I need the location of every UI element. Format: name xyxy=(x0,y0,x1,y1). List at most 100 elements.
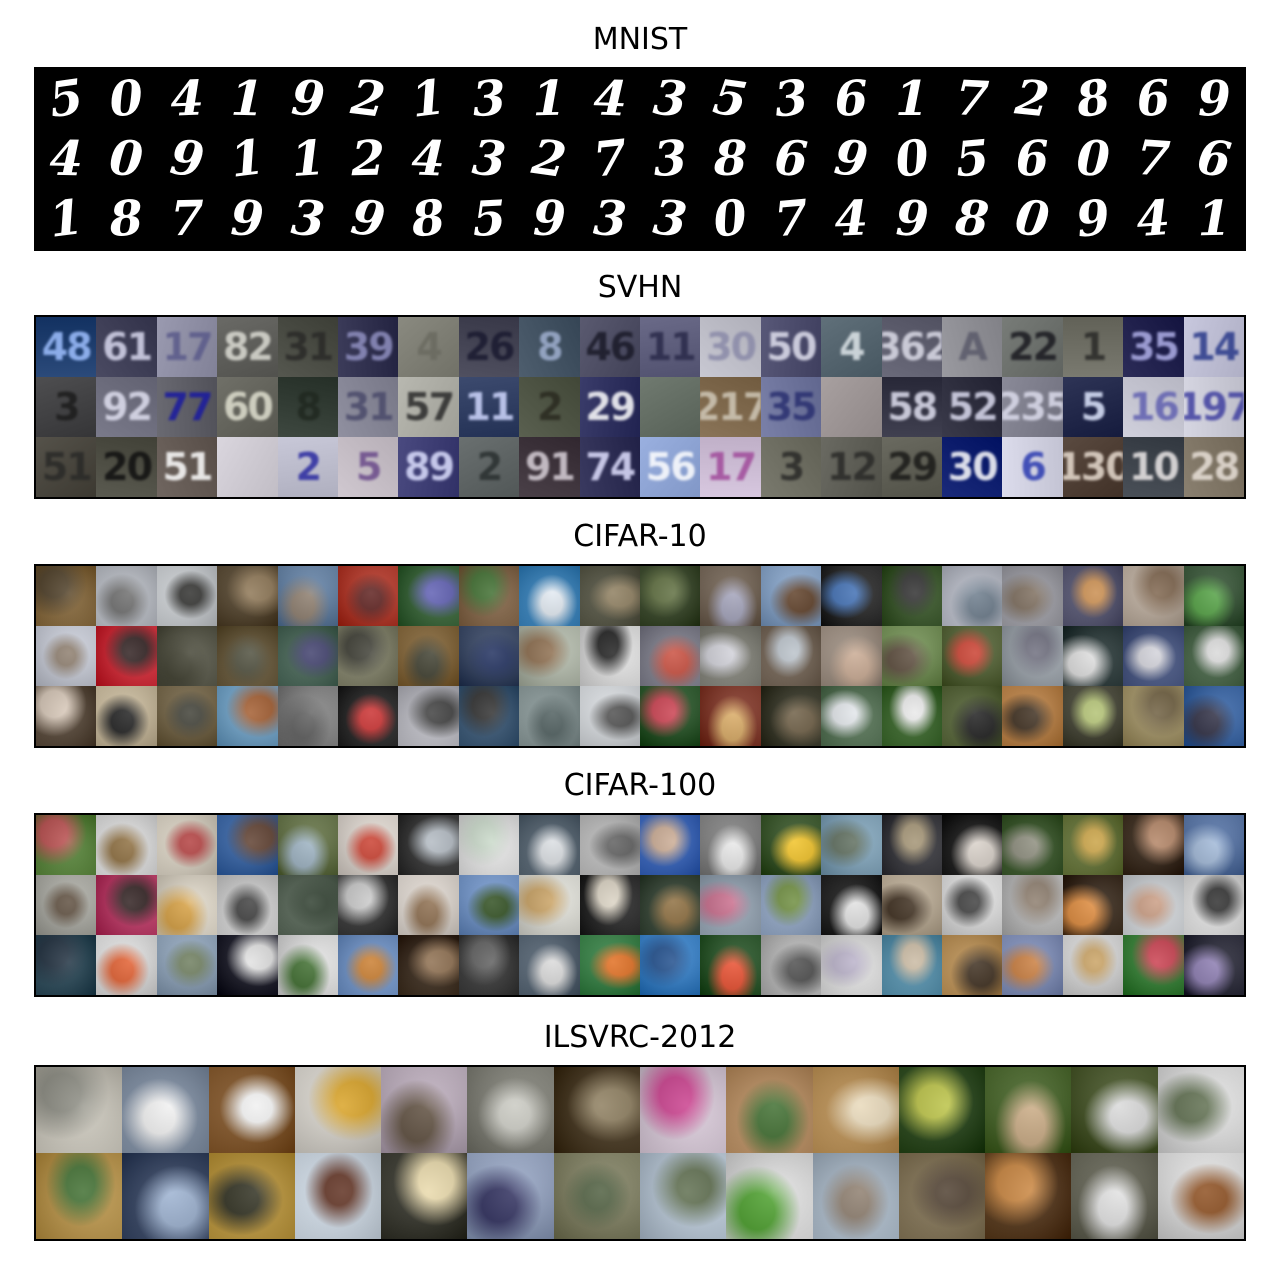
svhn-sample-image: 2 xyxy=(519,377,580,437)
cifar100-sample-image xyxy=(1062,815,1124,875)
svhn-sample-image: 4 xyxy=(398,317,459,377)
ilsvrc-sample-image xyxy=(898,1153,986,1239)
mnist-sample-image: 9 xyxy=(156,129,218,189)
cifar10-sample-image xyxy=(398,566,459,626)
cifar10-sample-image xyxy=(1002,626,1063,686)
digit-glyph: 0 xyxy=(1012,189,1053,249)
mnist-sample-image: 3 xyxy=(640,189,701,249)
house-number-glyph: 31 xyxy=(283,325,334,369)
ilsvrc-image-grid xyxy=(34,1065,1246,1241)
mnist-sample-image: 3 xyxy=(458,129,520,189)
svhn-sample-image: 58 xyxy=(881,377,942,437)
mnist-sample-image: 3 xyxy=(640,69,701,129)
mnist-sample-image: 5 xyxy=(36,69,97,129)
cifar100-sample-image xyxy=(1183,815,1244,875)
ilsvrc-sample-image xyxy=(639,1067,727,1153)
svhn-sample-image: 28 xyxy=(1183,437,1244,497)
svhn-sample-image: 17 xyxy=(700,437,761,497)
house-number-glyph: 51 xyxy=(41,445,93,489)
svhn-sample-image: 56 xyxy=(640,437,701,497)
house-number-glyph: 1 xyxy=(1080,325,1107,369)
house-number-glyph: 22 xyxy=(1008,325,1059,369)
cifar100-sample-image xyxy=(881,875,942,935)
ilsvrc-sample-image xyxy=(208,1067,295,1153)
cifar100-sample-image xyxy=(277,935,338,995)
svhn-sample-image: 82 xyxy=(217,317,278,377)
mnist-sample-image: 9 xyxy=(1183,69,1244,129)
ilsvrc-sample-image xyxy=(1157,1153,1244,1239)
house-number-glyph: 52 xyxy=(947,385,999,429)
svhn-sample-image: 61 xyxy=(96,317,157,377)
digit-glyph: 5 xyxy=(953,129,992,189)
cifar100-sample-image xyxy=(156,815,218,875)
digit-glyph: 1 xyxy=(227,129,268,189)
ilsvrc-sample-image xyxy=(985,1153,1072,1239)
svhn-sample-image xyxy=(821,377,882,437)
mnist-sample-image: 1 xyxy=(217,69,278,129)
house-number-glyph: 17 xyxy=(162,325,214,369)
digit-glyph: 0 xyxy=(107,69,146,129)
svhn-sample-image: 17 xyxy=(156,317,218,377)
mnist-sample-image: 3 xyxy=(640,129,701,189)
ilsvrc-sample-image xyxy=(1157,1067,1244,1153)
digit-glyph: 8 xyxy=(1072,69,1114,129)
mnist-sample-image: 7 xyxy=(942,69,1003,129)
mnist-sample-image: 7 xyxy=(156,189,218,249)
ilsvrc-sample-image xyxy=(898,1067,986,1153)
mnist-sample-image: 3 xyxy=(579,189,640,249)
mnist-sample-image: 1 xyxy=(36,189,97,249)
digit-glyph: 3 xyxy=(650,189,690,249)
cifar10-sample-image xyxy=(458,626,520,686)
cifar100-sample-image xyxy=(579,875,640,935)
cifar10-sample-image xyxy=(942,626,1003,686)
cifar100-sample-image xyxy=(640,875,701,935)
digit-glyph: 8 xyxy=(713,131,748,187)
cifar100-sample-image xyxy=(338,935,399,995)
svhn-sample-image: 4 xyxy=(821,317,882,377)
house-number-glyph: 2 xyxy=(295,445,322,489)
svhn-sample-image: 6 xyxy=(1002,437,1063,497)
house-number-glyph: 77 xyxy=(162,385,214,429)
cifar10-sample-image xyxy=(1002,566,1063,626)
cifar100-sample-image xyxy=(398,815,459,875)
digit-glyph: 0 xyxy=(107,129,146,189)
mnist-sample-image: 1 xyxy=(881,69,942,129)
digit-glyph: 1 xyxy=(289,129,327,189)
svhn-sample-image: 22 xyxy=(1002,317,1063,377)
svhn-sample-image: 35 xyxy=(1123,317,1184,377)
mnist-sample-image: 6 xyxy=(760,129,822,189)
digit-glyph: 1 xyxy=(1196,190,1231,248)
digit-glyph: 8 xyxy=(409,189,449,249)
cifar100-sample-image xyxy=(640,935,701,995)
digit-glyph: 8 xyxy=(107,189,146,249)
svhn-sample-image: 3 xyxy=(36,377,97,437)
house-number-glyph: 12 xyxy=(826,445,878,489)
cifar100-sample-image xyxy=(881,935,942,995)
svhn-sample-image: 35 xyxy=(760,377,822,437)
house-number-glyph: 28 xyxy=(1189,445,1240,489)
cifar10-sample-image xyxy=(881,626,942,686)
cifar10-sample-image xyxy=(519,566,580,626)
digit-glyph: 1 xyxy=(532,70,567,128)
ilsvrc-sample-image xyxy=(36,1067,123,1153)
svhn-sample-image: 14 xyxy=(1183,317,1244,377)
cifar100-sample-image xyxy=(156,875,218,935)
svhn-sample-image: 57 xyxy=(398,377,459,437)
cifar10-sample-image xyxy=(700,626,761,686)
svhn-sample-image: 60 xyxy=(217,377,278,437)
mnist-sample-image: 2 xyxy=(519,129,580,189)
cifar100-sample-image xyxy=(458,935,520,995)
cifar10-sample-image xyxy=(156,566,218,626)
cifar10-sample-image xyxy=(96,686,157,746)
ilsvrc-sample-image xyxy=(726,1067,813,1153)
house-number-glyph: A xyxy=(958,325,987,369)
house-number-glyph: 2 xyxy=(476,445,503,489)
house-number-glyph: 197 xyxy=(1184,385,1244,429)
cifar10-sample-image xyxy=(1183,686,1244,746)
cifar100-sample-image xyxy=(881,815,942,875)
cifar100-sample-image xyxy=(1183,935,1244,995)
cifar10-sample-image xyxy=(942,566,1003,626)
svhn-sample-image: 11 xyxy=(640,317,701,377)
house-number-glyph: 48 xyxy=(41,325,93,369)
svhn-sample-image: 130 xyxy=(1062,437,1124,497)
